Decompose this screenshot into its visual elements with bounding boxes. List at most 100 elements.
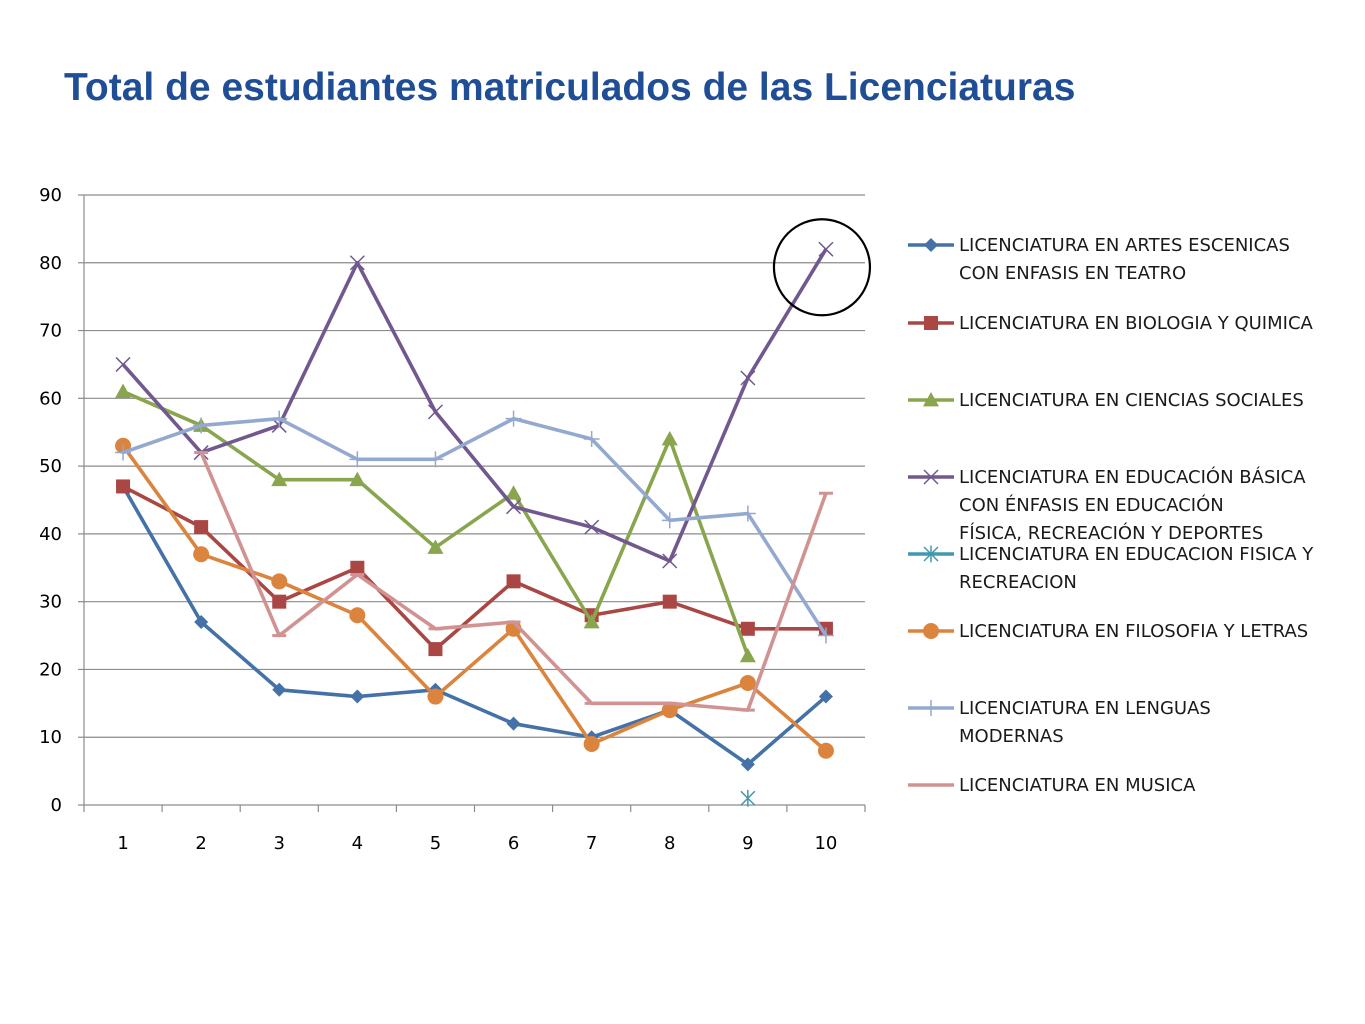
legend-label: CON ÉNFASIS EN EDUCACIÓN bbox=[959, 494, 1224, 516]
data-point bbox=[272, 682, 287, 697]
axes bbox=[78, 194, 866, 812]
data-point bbox=[739, 647, 756, 663]
series-6 bbox=[115, 437, 834, 759]
data-point bbox=[193, 417, 210, 434]
legend-item-2: LICENCIATURA EN BIOLOGIA Y QUIMICA bbox=[908, 313, 1314, 334]
series-4 bbox=[115, 241, 834, 569]
x-tick-label: 10 bbox=[814, 833, 837, 854]
data-point bbox=[349, 607, 366, 624]
legend-item-3: LICENCIATURA EN CIENCIAS SOCIALES bbox=[908, 390, 1304, 411]
x-tick-label: 6 bbox=[508, 833, 519, 854]
legend-label: LICENCIATURA EN ARTES ESCENICAS bbox=[959, 235, 1290, 256]
data-point bbox=[584, 519, 600, 535]
slide-title: Total de estudiantes matriculados de las… bbox=[64, 66, 1076, 109]
x-tick-label: 5 bbox=[430, 833, 441, 854]
series-line bbox=[122, 484, 826, 651]
y-tick-label: 60 bbox=[39, 388, 62, 409]
legend-label: LICENCIATURA EN FILOSOFIA Y LETRAS bbox=[959, 621, 1308, 642]
data-point bbox=[818, 241, 834, 257]
x-tick-label: 3 bbox=[274, 833, 285, 854]
data-point bbox=[506, 716, 521, 731]
data-point bbox=[350, 689, 365, 704]
legend-label: LICENCIATURA EN EDUCACIÓN BÁSICA bbox=[959, 466, 1306, 488]
data-point bbox=[350, 560, 365, 575]
series-2 bbox=[116, 479, 833, 657]
legend: LICENCIATURA EN ARTES ESCENICAS CON ENFAS… bbox=[908, 235, 1314, 796]
legend-label: FÍSICA, RECREACIÓN Y DEPORTES bbox=[959, 522, 1263, 544]
data-point bbox=[583, 614, 600, 629]
highlight-circle bbox=[772, 218, 872, 317]
legend-label: LICENCIATURA EN BIOLOGIA Y QUIMICA bbox=[959, 313, 1314, 334]
legend-swatch-marker bbox=[923, 700, 939, 716]
data-point bbox=[271, 410, 288, 427]
data-point bbox=[818, 689, 833, 704]
data-point bbox=[661, 431, 678, 446]
series-line bbox=[121, 248, 828, 563]
y-tick-label: 70 bbox=[39, 321, 62, 342]
legend-label: LICENCIATURA EN MUSICA bbox=[959, 775, 1196, 796]
data-point bbox=[817, 627, 834, 644]
x-axis-ticks: 1 2 3 4 5 6 7 8 9 10 bbox=[117, 833, 837, 854]
data-point bbox=[349, 255, 365, 271]
data-point bbox=[506, 574, 521, 589]
highlight-layer bbox=[772, 218, 872, 317]
legend-item-4: LICENCIATURA EN EDUCACIÓN BÁSICA CON ÉNFA… bbox=[908, 466, 1306, 544]
data-point bbox=[505, 485, 522, 500]
legend-swatch-marker bbox=[923, 392, 939, 407]
data-point bbox=[661, 702, 678, 719]
data-point bbox=[817, 742, 834, 759]
y-tick-label: 30 bbox=[39, 592, 62, 613]
legend-swatch-marker bbox=[924, 238, 938, 252]
legend-item-6: LICENCIATURA EN FILOSOFIA Y LETRAS bbox=[908, 621, 1308, 642]
legend-item-7: LICENCIATURA EN LENGUAS MODERNAS bbox=[908, 698, 1211, 747]
data-point bbox=[427, 539, 444, 554]
series-layer bbox=[115, 241, 834, 807]
series-line bbox=[122, 416, 828, 637]
data-point bbox=[740, 621, 755, 636]
data-point bbox=[349, 471, 366, 487]
data-point bbox=[662, 594, 677, 609]
legend-swatch-marker bbox=[923, 623, 939, 639]
y-tick-label: 90 bbox=[39, 185, 62, 206]
data-point bbox=[583, 736, 600, 752]
grid-lines bbox=[84, 194, 865, 738]
data-point bbox=[740, 757, 755, 772]
data-point bbox=[428, 642, 443, 657]
data-point bbox=[193, 546, 210, 563]
data-point bbox=[739, 505, 756, 522]
series-1 bbox=[116, 479, 833, 772]
data-point bbox=[740, 789, 756, 807]
data-point bbox=[115, 356, 131, 372]
data-point bbox=[116, 479, 131, 494]
series-line bbox=[121, 485, 828, 767]
data-point bbox=[740, 370, 756, 386]
legend-label: LICENCIATURA EN LENGUAS bbox=[959, 698, 1211, 719]
data-point bbox=[661, 512, 678, 529]
data-point bbox=[349, 451, 366, 468]
series-7 bbox=[115, 410, 834, 644]
legend-item-1: LICENCIATURA EN ARTES ESCENICAS CON ENFAS… bbox=[908, 235, 1290, 284]
legend-swatch-marker bbox=[924, 316, 938, 330]
legend-label: RECREACION bbox=[959, 572, 1077, 593]
x-tick-label: 9 bbox=[742, 833, 753, 854]
y-axis-ticks: 0 10 20 30 40 50 60 70 80 90 bbox=[39, 185, 62, 816]
data-point bbox=[115, 444, 132, 461]
y-tick-label: 80 bbox=[39, 253, 62, 274]
legend-item-8: LICENCIATURA EN MUSICA bbox=[908, 775, 1196, 796]
x-tick-label: 4 bbox=[352, 833, 363, 854]
legend-swatch-marker bbox=[923, 545, 939, 563]
x-tick-label: 2 bbox=[195, 833, 206, 854]
legend-item-5: LICENCIATURA EN EDUCACION FISICA Y RECREA… bbox=[908, 544, 1314, 593]
data-point bbox=[739, 675, 756, 691]
series-line bbox=[121, 444, 828, 753]
data-point bbox=[194, 615, 209, 629]
x-tick-label: 7 bbox=[586, 833, 597, 854]
data-point bbox=[271, 471, 288, 487]
legend-label: MODERNAS bbox=[959, 726, 1064, 747]
data-point bbox=[271, 573, 288, 590]
data-point bbox=[662, 553, 678, 569]
data-point bbox=[427, 404, 443, 420]
x-tick-label: 1 bbox=[117, 833, 128, 854]
y-tick-label: 40 bbox=[39, 524, 62, 545]
